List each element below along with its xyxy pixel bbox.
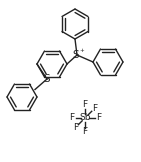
Text: Sb: Sb xyxy=(79,114,91,122)
Text: F: F xyxy=(92,104,97,113)
Text: F: F xyxy=(82,100,88,109)
Text: +: + xyxy=(80,48,84,53)
Text: F: F xyxy=(96,114,101,122)
Text: F: F xyxy=(82,127,88,136)
Text: F: F xyxy=(73,123,78,132)
Text: S: S xyxy=(44,74,50,84)
Text: F: F xyxy=(69,114,74,122)
Text: S: S xyxy=(73,50,79,60)
